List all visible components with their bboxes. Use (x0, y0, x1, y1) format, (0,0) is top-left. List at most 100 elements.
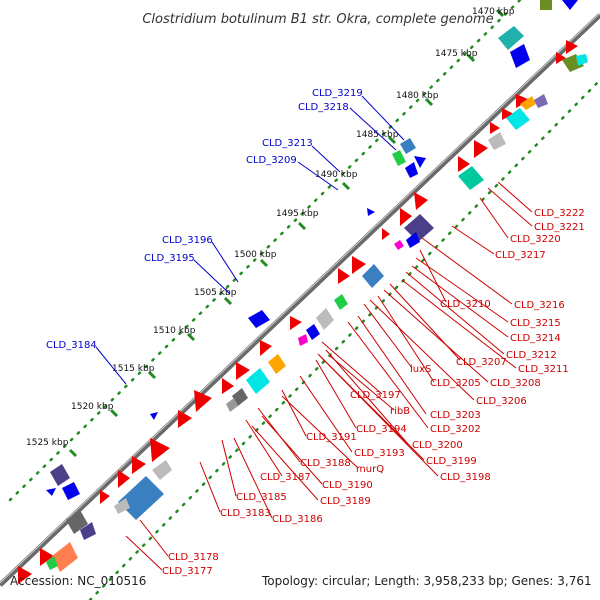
reverse-gene-arrow (414, 192, 428, 210)
reverse-gene-box (458, 166, 484, 190)
reverse-gene-label: CLD_3197 (350, 390, 401, 401)
genome-backbone (0, 13, 600, 587)
label-leader (363, 303, 413, 369)
label-leader (193, 259, 231, 295)
reverse-gene-arrow (132, 456, 146, 474)
forward-gene-arrow (540, 0, 552, 10)
forward-gene-arrow (414, 156, 426, 168)
reverse-gene-label: CLD_3221 (534, 222, 585, 233)
reverse-gene-label: CLD_3210 (440, 299, 491, 310)
label-leader (347, 321, 429, 429)
reverse-gene-box (394, 240, 404, 250)
map-title: Clostridium botulinum B1 str. Okra, comp… (142, 12, 493, 27)
label-leader (311, 145, 341, 173)
reverse-leaders (125, 181, 533, 571)
tick-label: 1475 kbp (435, 49, 478, 59)
tick-mark (147, 370, 157, 380)
reverse-gene-arrow (516, 94, 530, 108)
label-leader (421, 237, 513, 305)
reverse-gene-arrow (100, 490, 110, 504)
tick-mark (387, 135, 397, 145)
label-leader (377, 295, 435, 383)
forward-gene-label: CLD_3218 (298, 102, 349, 113)
label-leader (317, 353, 439, 477)
reverse-gene-arrow (338, 268, 350, 284)
reverse-gene-box (298, 334, 308, 346)
reverse-labels: CLD_3222 CLD_3221 CLD_3220 CLD_3217 CLD_… (162, 208, 585, 577)
reverse-features (18, 40, 588, 584)
reverse-gene-box (316, 308, 334, 330)
reverse-gene-arrow (118, 470, 130, 488)
reverse-gene-box (152, 460, 172, 480)
tick-mark (495, 8, 505, 18)
forward-gene-box (400, 138, 416, 154)
reverse-gene-label: ribB (390, 406, 410, 417)
forward-gene-label: CLD_3219 (312, 88, 363, 99)
label-leader (299, 375, 353, 453)
reverse-gene-label: CLD_3206 (476, 396, 527, 407)
reverse-gene-label: CLD_3178 (168, 552, 219, 563)
reverse-gene-label: CLD_3191 (306, 432, 357, 443)
reverse-gene-label: CLD_3215 (510, 318, 561, 329)
label-leader (233, 437, 273, 519)
reverse-gene-arrow (566, 40, 578, 54)
reverse-gene-label: CLD_3220 (510, 234, 561, 245)
label-leader (261, 415, 323, 485)
tick-label: 1500 kbp (234, 250, 277, 260)
reverse-gene-label: CLD_3199 (426, 456, 477, 467)
reverse-gene-label: CLD_3190 (322, 480, 373, 491)
reverse-gene-box (118, 476, 164, 520)
inner-tick-track (88, 78, 600, 600)
reverse-gene-box (362, 264, 384, 288)
reverse-gene-box (46, 556, 58, 570)
label-leader (199, 461, 221, 513)
forward-features (46, 0, 578, 500)
reverse-gene-label: CLD_3202 (430, 424, 481, 435)
reverse-gene-label: CLD_3188 (300, 458, 351, 469)
reverse-gene-arrow (290, 316, 302, 330)
label-leader (329, 355, 395, 411)
reverse-gene-box (226, 398, 238, 412)
reverse-gene-label: CLD_3177 (162, 566, 213, 577)
tick-label: 1505 kbp (194, 288, 237, 298)
tick-mark (297, 221, 307, 231)
label-leader (321, 341, 383, 395)
reverse-gene-box (268, 354, 286, 374)
reverse-gene-label: CLD_3211 (518, 364, 569, 375)
reverse-gene-box (246, 368, 270, 394)
genome-summary: Topology: circular; Length: 3,958,233 bp… (261, 574, 592, 588)
reverse-gene-arrow (352, 256, 366, 274)
forward-gene-arrow (62, 482, 80, 500)
label-leader (211, 241, 239, 283)
tick-label: 1490 kbp (315, 170, 358, 180)
reverse-gene-arrow (400, 208, 412, 226)
reverse-gene-box (232, 388, 248, 406)
reverse-gene-label: luxS (410, 364, 431, 375)
reverse-gene-arrow (40, 548, 54, 566)
label-leader (221, 439, 237, 497)
label-leader (479, 197, 509, 239)
reverse-gene-label: CLD_3207 (456, 357, 507, 368)
forward-labels: CLD_3219 CLD_3218 CLD_3213 CLD_3209 CLD_… (46, 88, 405, 385)
label-leader (251, 425, 319, 501)
label-leader (361, 95, 405, 141)
reverse-gene-arrow (18, 566, 32, 584)
tick-label: 1525 kbp (26, 438, 69, 448)
reverse-gene-arrow (458, 156, 470, 172)
tick-mark (223, 296, 233, 306)
forward-gene-box (50, 464, 70, 486)
tick-label: 1485 kbp (356, 130, 399, 140)
reverse-gene-box (488, 132, 506, 150)
forward-gene-label: CLD_3213 (262, 138, 313, 149)
reverse-gene-arrow (490, 122, 500, 134)
reverse-gene-box (404, 214, 434, 242)
reverse-gene-label: CLD_3222 (534, 208, 585, 219)
forward-gene-label: CLD_3195 (144, 253, 195, 264)
label-leader (369, 299, 475, 401)
forward-gene-box (498, 26, 524, 50)
forward-gene-arrow (562, 0, 578, 10)
tick-label: 1515 kbp (112, 364, 155, 374)
reverse-gene-label: CLD_3189 (320, 496, 371, 507)
